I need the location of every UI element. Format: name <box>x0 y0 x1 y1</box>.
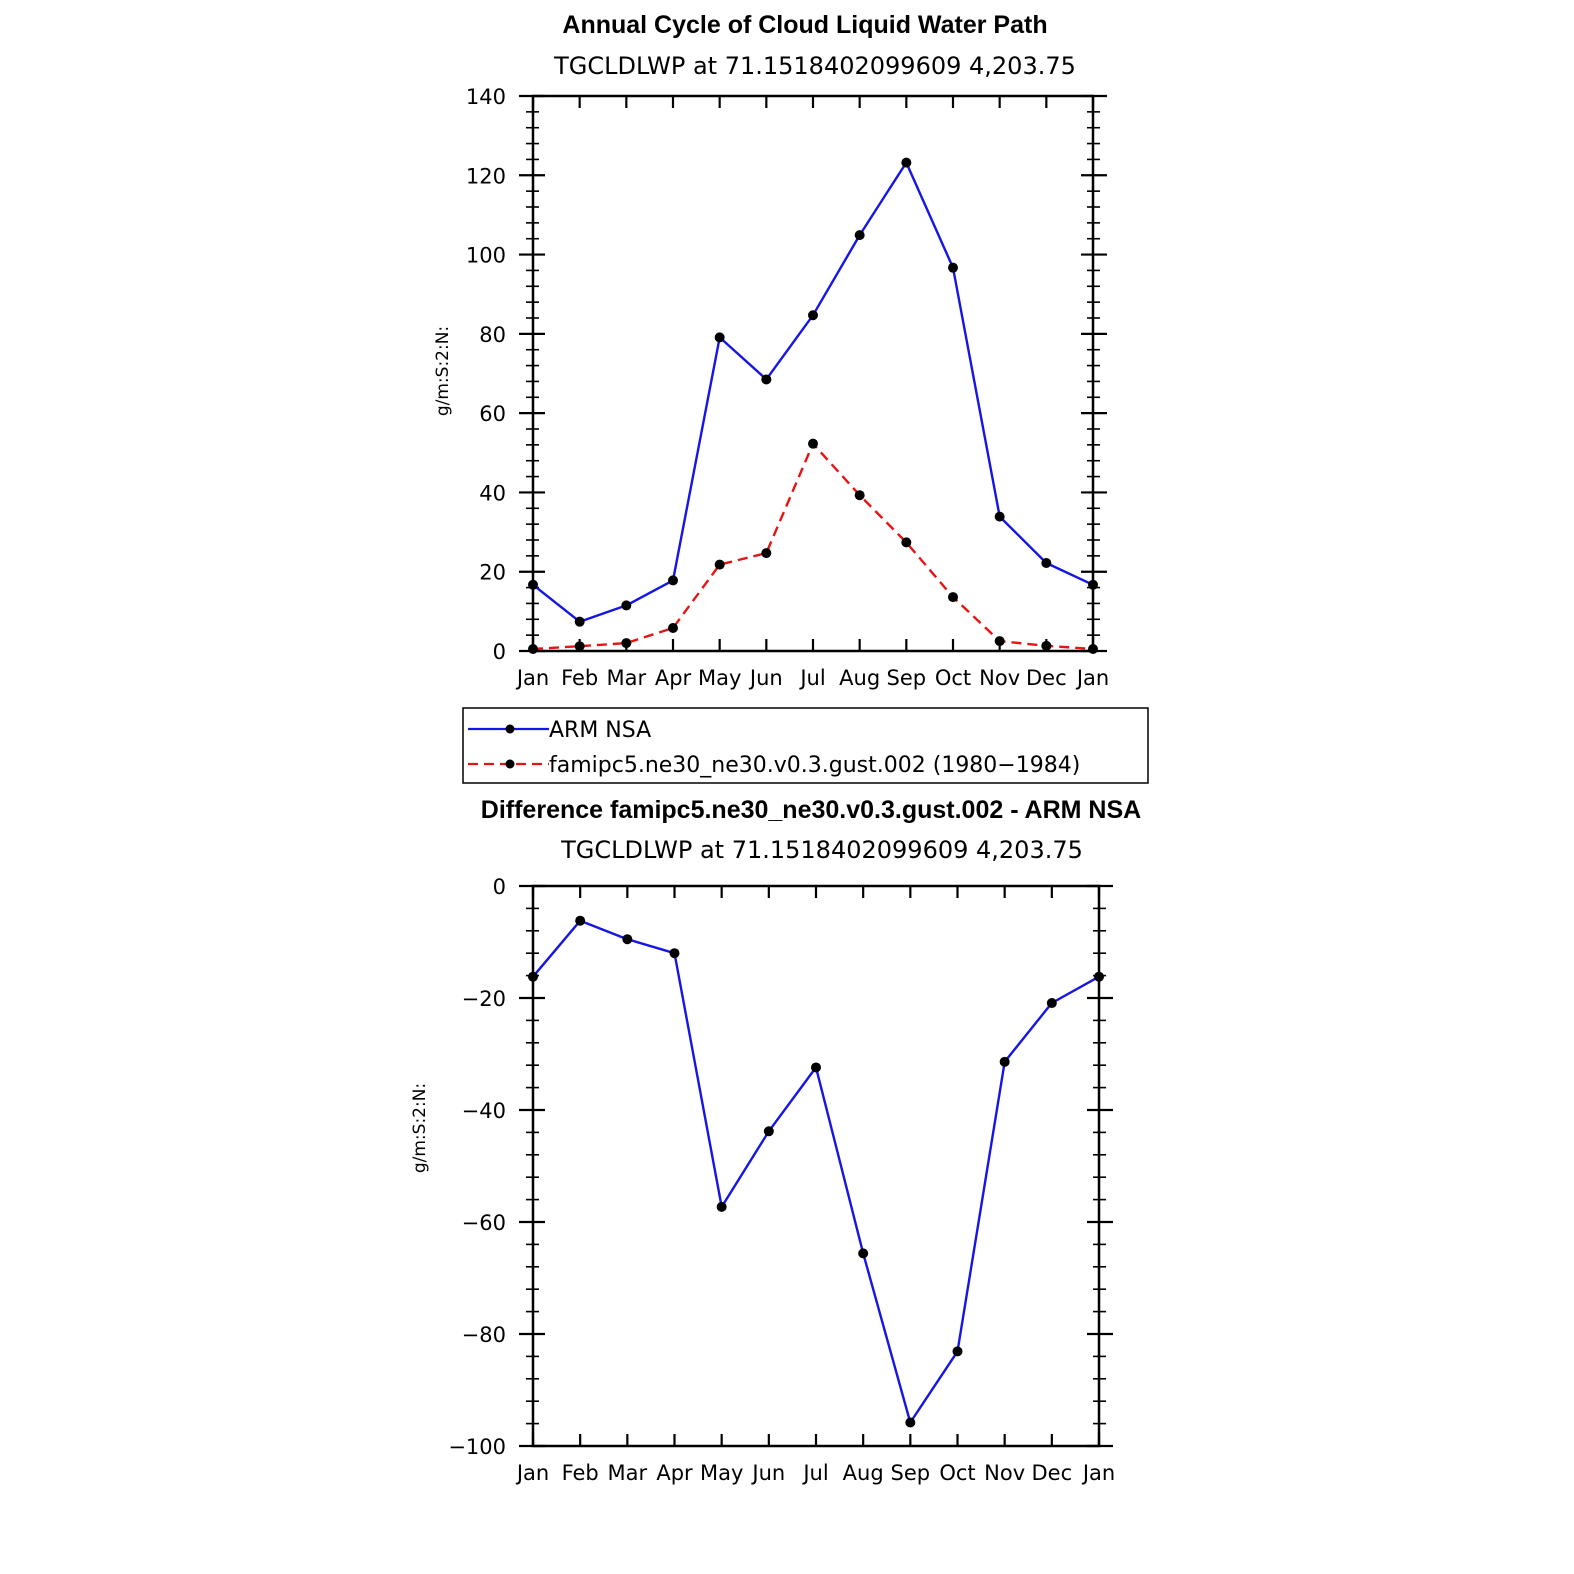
chart1-ylabel: g/m:S:2:N: <box>433 326 453 416</box>
chart1-xtick-label: Sep <box>887 666 927 690</box>
chart1-plot-frame <box>531 94 1095 653</box>
chart1-subtitle: TGCLDLWP at 71.1518402099609 4,203.75 <box>553 52 1076 80</box>
chart2-series-1-point <box>999 1056 1010 1067</box>
chart1-xtick-label: Nov <box>979 666 1020 690</box>
chart2-series-1-point <box>858 1248 869 1259</box>
legend: ARM NSA famipc5.ne30_ne30.v0.3.gust.002 … <box>462 707 1149 784</box>
chart1-series-2-point <box>714 559 725 570</box>
chart2-ytick-label: 0 <box>493 875 506 899</box>
chart2-xtick-label: Nov <box>984 1461 1025 1485</box>
chart2-xtick-label: Aug <box>843 1461 884 1485</box>
chart2-series-1-point <box>716 1201 727 1212</box>
chart1-series-2-point <box>668 623 678 634</box>
chart2-ytick-label: −100 <box>448 1435 506 1459</box>
chart1-series-1-point <box>668 575 678 586</box>
chart2-series-1-point <box>622 934 633 945</box>
chart2-xtick-label: Jul <box>801 1461 828 1485</box>
chart1-series-2-point <box>761 548 772 559</box>
chart1-ytick-label: 120 <box>466 164 506 188</box>
legend-marker-model <box>505 759 515 769</box>
chart2-series-1-point <box>763 1126 774 1137</box>
chart1-series-2-point <box>621 638 632 649</box>
chart1-ytick-label: 60 <box>479 402 506 426</box>
chart1-series-1-point <box>761 374 772 385</box>
chart1-series-2-point <box>574 641 585 652</box>
chart1-series-2-point <box>808 438 818 449</box>
chart1-series-1-point <box>574 616 585 627</box>
chart1-ytick-label: 80 <box>479 323 506 347</box>
chart1-title: Annual Cycle of Cloud Liquid Water Path <box>562 11 1047 39</box>
chart2-ytick-label: −40 <box>462 1099 506 1123</box>
chart1-xtick-label: May <box>698 666 741 690</box>
chart2-title: Difference famipc5.ne30_ne30.v0.3.gust.0… <box>481 796 1141 824</box>
chart1-xtick-label: Jan <box>515 666 549 690</box>
chart2-xtick-label: May <box>700 1461 743 1485</box>
chart1-ytick-label: 140 <box>466 85 506 109</box>
chart1-xtick-label: Dec <box>1026 666 1067 690</box>
chart1-series-1-point <box>854 230 865 241</box>
chart1-series-2-point <box>1041 640 1052 651</box>
chart2-xtick-label: Oct <box>939 1461 975 1485</box>
chart2-series-1-point <box>1046 998 1057 1009</box>
chart1-series-1-point <box>1088 579 1098 590</box>
chart1-series-2-point <box>854 490 865 501</box>
chart2-series-1-point <box>575 915 586 926</box>
chart1-series-2-point <box>994 636 1005 647</box>
chart1-xtick-label: Jan <box>1075 666 1109 690</box>
chart1-series-1-line <box>532 161 1094 623</box>
chart2-series-1-point <box>1094 971 1104 982</box>
chart1-xtick-label: Mar <box>607 666 647 690</box>
chart1-xtick-label: Jul <box>798 666 825 690</box>
chart2-xtick-label: Feb <box>562 1461 599 1485</box>
chart1-series-1-point <box>994 511 1005 522</box>
chart1-xtick-label: Jun <box>748 666 783 690</box>
chart1-series-2-line <box>532 442 1094 651</box>
chart1-series-2-point <box>948 592 958 603</box>
plot-layer: Jan Feb Mar Apr May Jun Jul Aug Sep Oct Nov Dec Jan0… <box>448 85 1115 1485</box>
chart2-xtick-label: Jun <box>750 1461 785 1485</box>
chart1-xtick-label: Feb <box>561 666 598 690</box>
chart2-series-1-point <box>905 1417 916 1428</box>
chart1-series-1-point <box>948 262 958 273</box>
chart1-series-1-point <box>901 157 912 168</box>
chart1-series-1-point <box>528 579 538 590</box>
chart1-series-2-point <box>1088 644 1098 655</box>
chart2-xtick-label: Sep <box>891 1461 931 1485</box>
chart1-xtick-label: Apr <box>655 666 692 690</box>
chart1-ytick-label: 0 <box>493 640 506 664</box>
chart2-xtick-label: Mar <box>608 1461 648 1485</box>
chart1-ytick-label: 20 <box>479 561 506 585</box>
chart2-subtitle: TGCLDLWP at 71.1518402099609 4,203.75 <box>560 836 1083 864</box>
chart2-plot-frame <box>531 884 1101 1448</box>
chart2-series-1-point <box>669 948 680 959</box>
chart1-xtick-label: Oct <box>935 666 971 690</box>
chart2-ytick-label: −20 <box>462 987 506 1011</box>
chart1-series-2-point <box>528 644 538 655</box>
legend-label-arm: ARM NSA <box>549 718 651 743</box>
legend-marker-arm <box>505 724 515 734</box>
legend-box <box>462 707 1149 784</box>
chart2-ytick-label: −80 <box>462 1323 506 1347</box>
chart1-series-1-point <box>1041 557 1052 568</box>
chart2-series-1-point <box>528 971 538 982</box>
chart1-xtick-label: Aug <box>839 666 880 690</box>
chart2-series-1-line <box>532 919 1100 1424</box>
chart1-series-1-point <box>621 600 632 611</box>
chart2-xtick-label: Jan <box>515 1461 549 1485</box>
chart2-series-1-point <box>811 1062 821 1073</box>
chart2-xtick-label: Apr <box>656 1461 693 1485</box>
chart2-ytick-label: −60 <box>462 1211 506 1235</box>
chart1-ytick-label: 100 <box>466 244 506 268</box>
chart2-xtick-label: Jan <box>1081 1461 1115 1485</box>
chart1-series-2-point <box>901 537 912 548</box>
chart1-ytick-label: 40 <box>479 481 506 505</box>
legend-label-model: famipc5.ne30_ne30.v0.3.gust.002 (1980−19… <box>549 753 1080 778</box>
chart2-ylabel: g/m:S:2:N: <box>410 1083 430 1173</box>
chart2-series-1-point <box>952 1346 963 1357</box>
chart1-series-1-point <box>808 310 818 321</box>
chart1-series-1-point <box>714 332 725 343</box>
chart2-xtick-label: Dec <box>1032 1461 1073 1485</box>
